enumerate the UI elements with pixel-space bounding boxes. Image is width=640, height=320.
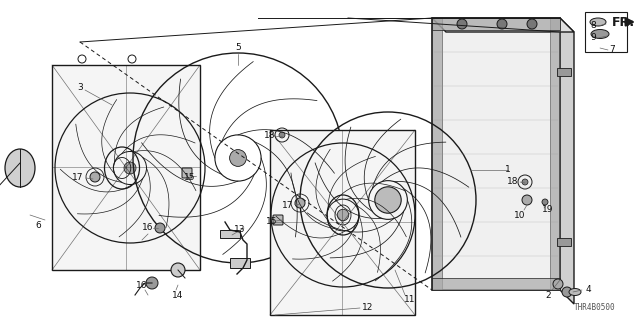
Text: 17: 17 — [282, 201, 294, 210]
Text: 19: 19 — [542, 205, 554, 214]
Text: 18: 18 — [264, 132, 276, 140]
Text: 4: 4 — [585, 285, 591, 294]
Bar — [585, 12, 627, 52]
Bar — [557, 238, 571, 246]
Ellipse shape — [590, 18, 606, 26]
Bar — [230, 258, 250, 268]
Bar — [432, 18, 560, 290]
Circle shape — [562, 287, 572, 297]
Circle shape — [497, 19, 507, 29]
Text: 11: 11 — [404, 295, 416, 305]
Bar — [432, 278, 560, 290]
Circle shape — [146, 277, 158, 289]
Circle shape — [295, 198, 305, 208]
Text: 3: 3 — [77, 84, 83, 92]
Circle shape — [375, 187, 401, 213]
Circle shape — [279, 132, 285, 138]
Text: 15: 15 — [184, 173, 196, 182]
Circle shape — [542, 199, 548, 205]
Circle shape — [381, 193, 395, 207]
Text: FR.: FR. — [612, 15, 635, 28]
Text: 15: 15 — [266, 218, 278, 227]
Bar — [557, 68, 571, 76]
Circle shape — [457, 19, 467, 29]
Text: 6: 6 — [35, 220, 41, 229]
Bar — [550, 18, 560, 290]
Text: 13: 13 — [234, 226, 246, 235]
Ellipse shape — [591, 29, 609, 38]
Text: 7: 7 — [609, 45, 615, 54]
Text: 16: 16 — [136, 281, 148, 290]
Bar — [52, 65, 200, 270]
Text: 12: 12 — [362, 303, 374, 313]
Circle shape — [522, 179, 528, 185]
FancyBboxPatch shape — [273, 215, 283, 225]
Text: 18: 18 — [508, 178, 519, 187]
Polygon shape — [560, 18, 574, 304]
Circle shape — [553, 279, 563, 289]
Text: THR4B0500: THR4B0500 — [574, 303, 616, 312]
Ellipse shape — [5, 149, 35, 187]
Circle shape — [527, 19, 537, 29]
Bar — [270, 130, 415, 315]
Text: 1: 1 — [505, 165, 511, 174]
Text: 9: 9 — [590, 34, 596, 43]
Circle shape — [90, 172, 100, 182]
Text: 10: 10 — [515, 211, 525, 220]
Circle shape — [230, 149, 246, 166]
Text: 5: 5 — [235, 44, 241, 52]
Text: 2: 2 — [545, 291, 551, 300]
Circle shape — [171, 263, 185, 277]
FancyBboxPatch shape — [182, 168, 192, 178]
Circle shape — [337, 209, 349, 221]
Circle shape — [124, 162, 136, 174]
Circle shape — [522, 195, 532, 205]
Bar — [220, 230, 240, 238]
Bar — [432, 18, 442, 290]
Bar — [432, 18, 560, 30]
Text: 14: 14 — [172, 291, 184, 300]
Polygon shape — [432, 18, 574, 32]
Circle shape — [155, 223, 165, 233]
Text: 8: 8 — [590, 21, 596, 30]
Text: 17: 17 — [72, 173, 84, 182]
Text: 16: 16 — [142, 223, 154, 233]
Ellipse shape — [569, 289, 581, 295]
